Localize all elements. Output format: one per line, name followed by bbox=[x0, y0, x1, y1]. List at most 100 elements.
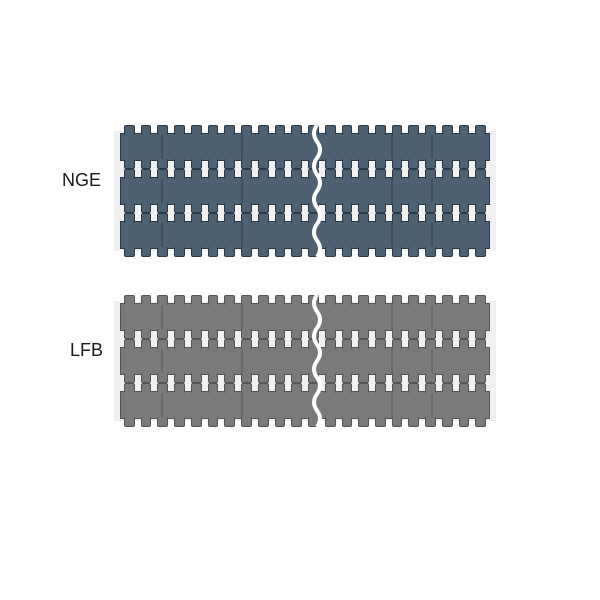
belt-tooth bbox=[258, 329, 269, 339]
belt-tooth bbox=[375, 159, 386, 169]
belt-tooth bbox=[475, 125, 486, 135]
belt-tooth bbox=[392, 159, 403, 169]
belt-tooth bbox=[325, 417, 336, 427]
belt-tooth bbox=[392, 329, 403, 339]
belt-tooth bbox=[275, 295, 286, 305]
belt-tooth bbox=[174, 169, 185, 179]
belt-tooth bbox=[475, 383, 486, 393]
belt bbox=[120, 295, 490, 427]
belt-tooth bbox=[342, 247, 353, 257]
belt-tooth bbox=[258, 247, 269, 257]
belt-tooth bbox=[375, 383, 386, 393]
belt-tooth bbox=[241, 125, 252, 135]
belt-tooth bbox=[442, 329, 453, 339]
belt-tooth bbox=[124, 339, 135, 349]
belt-tooth bbox=[425, 247, 436, 257]
belt-tooth bbox=[475, 329, 486, 339]
belt-tooth bbox=[174, 125, 185, 135]
belt-tooth bbox=[325, 295, 336, 305]
belt-tooth bbox=[342, 383, 353, 393]
belt-tooth bbox=[208, 383, 219, 393]
belt-label: LFB bbox=[70, 340, 103, 361]
belt-tooth bbox=[141, 125, 152, 135]
belt-tooth bbox=[475, 169, 486, 179]
belt-tooth bbox=[275, 159, 286, 169]
belt-tooth bbox=[358, 203, 369, 213]
belt-tooth bbox=[208, 213, 219, 223]
belt-tooth bbox=[442, 383, 453, 393]
belt-tooth bbox=[157, 247, 168, 257]
belt-tooth bbox=[375, 373, 386, 383]
belt-tooth bbox=[124, 169, 135, 179]
belt-tooth bbox=[425, 329, 436, 339]
belt-tooth bbox=[224, 247, 235, 257]
belt-tooth bbox=[258, 383, 269, 393]
belt-tooth bbox=[174, 383, 185, 393]
belt-tooth bbox=[375, 329, 386, 339]
belt-tooth bbox=[392, 247, 403, 257]
belt-tooth bbox=[392, 383, 403, 393]
belt-tooth bbox=[475, 295, 486, 305]
belt-tooth bbox=[325, 159, 336, 169]
belt-tooth bbox=[208, 247, 219, 257]
break-line bbox=[310, 125, 324, 257]
belt-tooth bbox=[442, 125, 453, 135]
belt-tooth bbox=[459, 417, 470, 427]
belt-tooth bbox=[157, 169, 168, 179]
belt-tooth bbox=[157, 203, 168, 213]
belt-tooth bbox=[275, 329, 286, 339]
belt-tooth bbox=[459, 125, 470, 135]
belt-tooth bbox=[191, 339, 202, 349]
belt-joint-line bbox=[241, 178, 243, 204]
belt-tooth bbox=[442, 169, 453, 179]
belt-tooth bbox=[174, 329, 185, 339]
belt-joint-line bbox=[161, 178, 163, 204]
belt-joint-line bbox=[391, 222, 393, 248]
belt-tooth bbox=[442, 373, 453, 383]
belt-tooth bbox=[342, 213, 353, 223]
belt-joint-line bbox=[391, 178, 393, 204]
belt-tooth bbox=[141, 417, 152, 427]
belt-tooth bbox=[425, 125, 436, 135]
belt-tooth bbox=[157, 295, 168, 305]
belt-tooth bbox=[325, 203, 336, 213]
belt-tooth bbox=[475, 417, 486, 427]
belt-tooth bbox=[208, 373, 219, 383]
belt-tooth bbox=[408, 159, 419, 169]
belt-tooth bbox=[408, 373, 419, 383]
belt-teeth-top bbox=[120, 213, 490, 223]
belt-tooth bbox=[275, 373, 286, 383]
belt-joint-line bbox=[161, 304, 163, 330]
belt-tooth bbox=[375, 203, 386, 213]
belt-tooth bbox=[258, 295, 269, 305]
belt-tooth bbox=[408, 329, 419, 339]
belt-tooth bbox=[241, 329, 252, 339]
belt-tooth bbox=[425, 339, 436, 349]
belt-row-body bbox=[120, 303, 490, 331]
belt-tooth bbox=[392, 295, 403, 305]
belt-tooth bbox=[191, 125, 202, 135]
belt-tooth bbox=[224, 373, 235, 383]
belt-tooth bbox=[375, 213, 386, 223]
belt-tooth bbox=[425, 169, 436, 179]
belt-tooth bbox=[224, 417, 235, 427]
belt-tooth bbox=[459, 383, 470, 393]
belt-tooth bbox=[275, 125, 286, 135]
belt-tooth bbox=[141, 295, 152, 305]
belt-tooth bbox=[174, 247, 185, 257]
belt-teeth-bottom bbox=[120, 203, 490, 213]
break-line bbox=[310, 295, 324, 427]
belt-tooth bbox=[241, 383, 252, 393]
belt-tooth bbox=[258, 169, 269, 179]
belt-tooth bbox=[191, 417, 202, 427]
belt-tooth bbox=[325, 383, 336, 393]
belt-row bbox=[120, 295, 490, 339]
belt-tooth bbox=[425, 213, 436, 223]
belt-tooth bbox=[141, 213, 152, 223]
belt-tooth bbox=[124, 125, 135, 135]
belt-joint-line bbox=[431, 348, 433, 374]
belt-tooth bbox=[291, 125, 302, 135]
belt-tooth bbox=[291, 213, 302, 223]
belt-tooth bbox=[174, 417, 185, 427]
belt-tooth bbox=[392, 169, 403, 179]
